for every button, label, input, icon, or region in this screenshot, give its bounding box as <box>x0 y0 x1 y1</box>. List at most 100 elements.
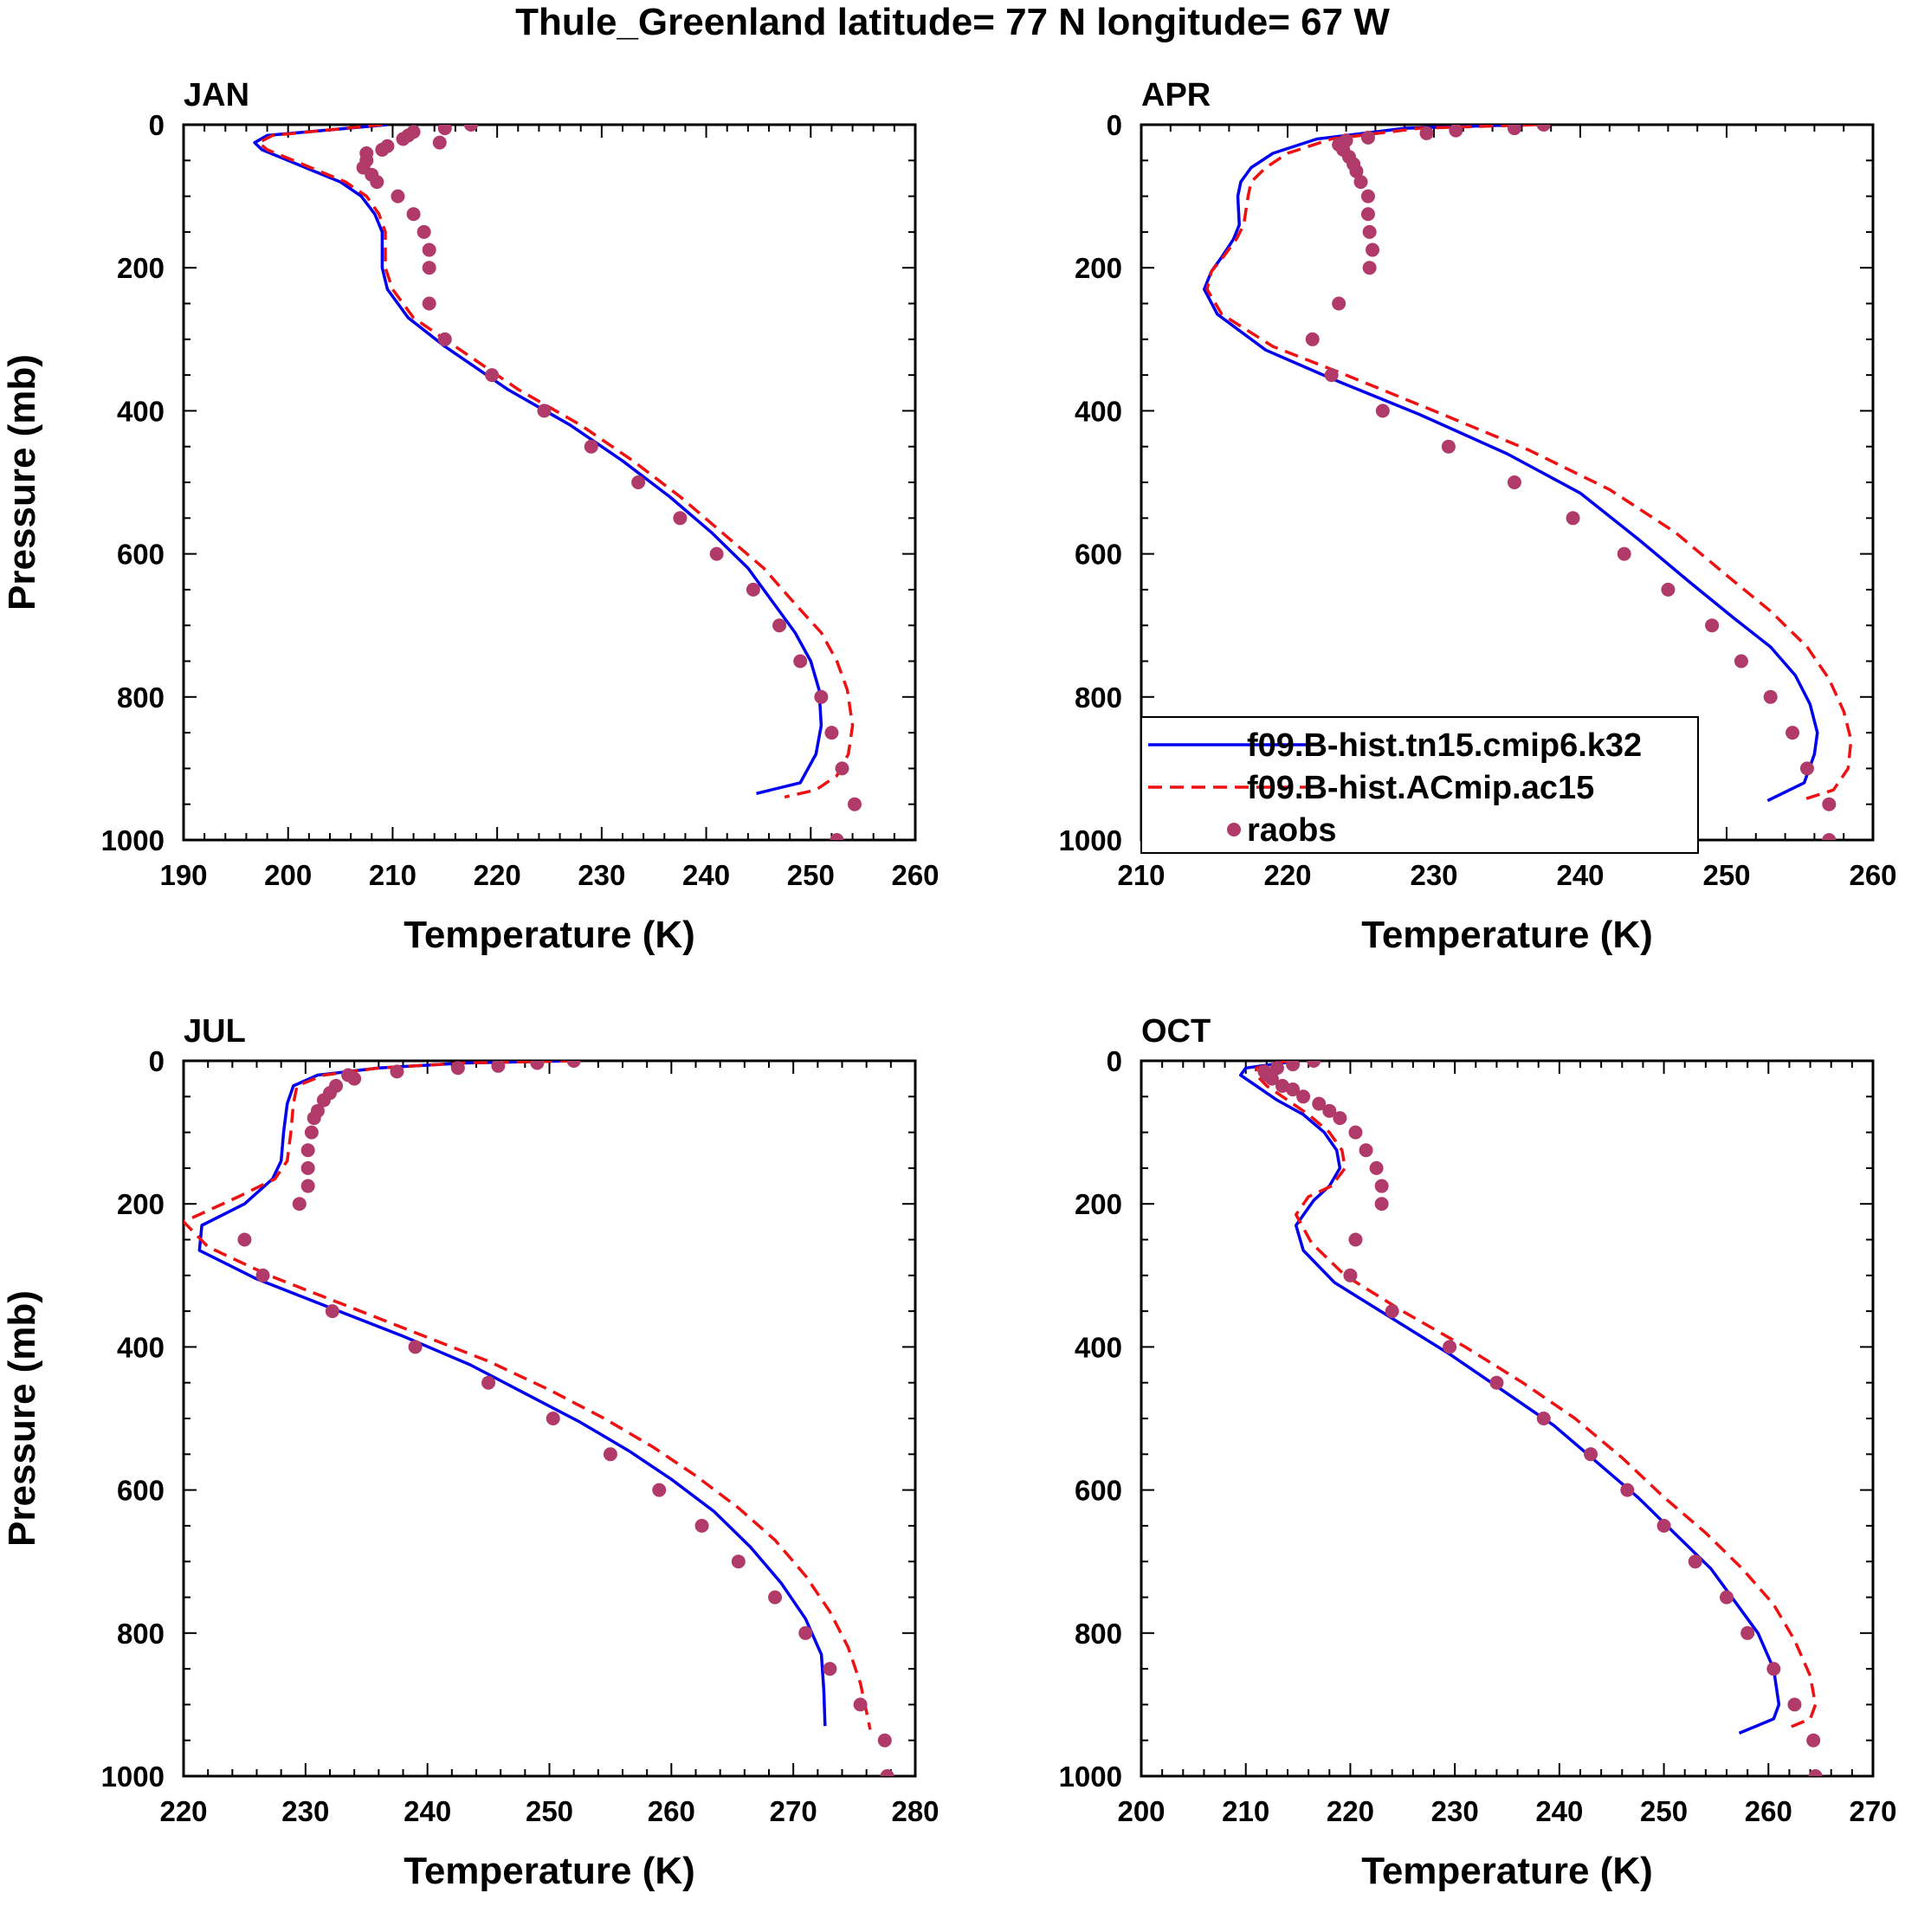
raobs-point <box>1808 1769 1823 1776</box>
raobs-point <box>422 242 436 257</box>
legend-marker <box>1227 823 1241 837</box>
x-axis-label: Temperature (K) <box>1361 1850 1653 1892</box>
raobs-point <box>566 1061 581 1068</box>
y-tick-label: 400 <box>117 395 165 427</box>
raobs-point <box>603 1447 617 1462</box>
panel-oct: OCT 200 210 220 230 240 250 260 270 0 200 400 600 800… <box>1059 1013 1897 1892</box>
x-tick-label: 240 <box>1535 1795 1583 1827</box>
raobs-point <box>673 511 688 526</box>
raobs-point <box>432 135 447 150</box>
panel-title: OCT <box>1141 1013 1211 1050</box>
panel-title: JUL <box>184 1013 246 1050</box>
y-tick-label: 200 <box>117 252 165 284</box>
x-axis-label: Temperature (K) <box>1361 914 1653 956</box>
raobs-point <box>1307 1061 1321 1068</box>
legend: f09.B-hist.tn15.cmip6.k32 f09.B-hist.ACmi… <box>1140 716 1699 854</box>
figure-title: Thule_Greenland latitude= 77 N longitude… <box>515 1 1390 43</box>
x-tick-label: 260 <box>1745 1795 1792 1827</box>
raobs-point <box>255 1268 270 1283</box>
raobs-point <box>463 125 478 132</box>
raobs-point <box>1333 1111 1347 1126</box>
raobs-point <box>390 1064 404 1079</box>
raobs-point <box>1786 726 1800 740</box>
raobs-point <box>1566 511 1580 526</box>
raobs-point <box>1799 761 1814 776</box>
panel-jul: JUL 220 230 240 250 260 270 280 0 200 400 600 800 100… <box>1 1013 940 1892</box>
series-line-f09-b-hist-acmip-ac15 <box>1255 1061 1818 1731</box>
raobs-point <box>1620 1483 1635 1497</box>
raobs-point <box>1374 1197 1389 1212</box>
y-tick-label: 200 <box>1075 252 1122 284</box>
y-tick-label: 200 <box>1075 1188 1122 1220</box>
raobs-point <box>853 1697 868 1712</box>
raobs-point <box>1822 797 1837 811</box>
x-tick-label: 260 <box>1849 859 1896 891</box>
series-raobs <box>237 1061 894 1776</box>
x-tick-label: 220 <box>1327 1795 1374 1827</box>
raobs-point <box>370 175 384 190</box>
raobs-point <box>1369 1160 1384 1175</box>
raobs-point <box>1584 1447 1598 1462</box>
raobs-point <box>1375 404 1390 418</box>
raobs-point <box>1359 1143 1373 1158</box>
raobs-point <box>307 1111 321 1126</box>
raobs-point <box>341 1068 356 1082</box>
x-tick-label: 280 <box>891 1795 939 1827</box>
y-tick-label: 800 <box>117 682 165 714</box>
raobs-point <box>1353 175 1368 190</box>
raobs-point <box>835 761 849 776</box>
x-axis-label: Temperature (K) <box>404 914 695 956</box>
series-line-f09-b-hist-tn15-cmip6-k32 <box>1238 1061 1781 1735</box>
raobs-point <box>631 475 646 489</box>
raobs-point <box>731 1554 746 1569</box>
x-tick-label: 240 <box>682 859 730 891</box>
y-tick-label: 800 <box>1075 1618 1122 1650</box>
plot-area <box>253 125 862 840</box>
raobs-point <box>1324 368 1339 383</box>
series-raobs <box>1257 1061 1823 1776</box>
raobs-point <box>877 1733 892 1748</box>
raobs-point <box>437 125 452 136</box>
raobs-point <box>1362 261 1377 275</box>
raobs-point <box>1740 1625 1755 1640</box>
raobs-point <box>847 797 862 811</box>
panel-title: JAN <box>184 77 249 113</box>
raobs-point <box>1688 1554 1702 1569</box>
raobs-point <box>1806 1733 1821 1748</box>
y-tick-label: 1000 <box>101 824 165 856</box>
raobs-point <box>880 1769 894 1776</box>
raobs-point <box>1366 242 1380 257</box>
x-tick-label: 210 <box>369 859 417 891</box>
raobs-point <box>300 1143 315 1158</box>
x-tick-label: 230 <box>281 1795 329 1827</box>
x-tick-label: 240 <box>1556 859 1604 891</box>
legend-item-f09-b-hist-acmip-ac15: f09.B-hist.ACmip.ac15 <box>1148 770 1594 806</box>
raobs-point <box>694 1518 709 1533</box>
raobs-point <box>1286 1061 1301 1072</box>
raobs-point <box>292 1197 307 1212</box>
raobs-point <box>1322 1103 1337 1118</box>
x-tick-label: 220 <box>1263 859 1311 891</box>
y-tick-label: 1000 <box>1059 824 1122 856</box>
y-axis-label: Pressure (mb) <box>1 354 43 611</box>
raobs-point <box>824 726 839 740</box>
raobs-point <box>391 189 405 204</box>
raobs-point <box>422 261 436 275</box>
y-axis-label: Pressure (mb) <box>1 1290 43 1547</box>
raobs-point <box>1312 1096 1327 1111</box>
raobs-point <box>1296 1089 1311 1104</box>
legend-item-raobs: raobs <box>1227 812 1336 849</box>
x-axis-label: Temperature (K) <box>404 1850 695 1892</box>
series-line-f09-b-hist-tn15-cmip6-k32 <box>253 125 823 795</box>
series-line-f09-b-hist-acmip-ac15 <box>184 1061 872 1730</box>
raobs-point <box>768 1590 783 1605</box>
x-tick-label: 220 <box>159 1795 207 1827</box>
panels: JAN 190 200 210 220 230 240 250 260 0 200 400 600 800… <box>1 77 1897 1892</box>
raobs-point <box>300 1160 315 1175</box>
raobs-point <box>304 1125 319 1140</box>
raobs-point <box>1441 439 1456 454</box>
raobs-point <box>1705 618 1720 633</box>
raobs-point <box>396 132 410 146</box>
x-tick-label: 230 <box>1431 1795 1479 1827</box>
raobs-point <box>1489 1375 1504 1390</box>
